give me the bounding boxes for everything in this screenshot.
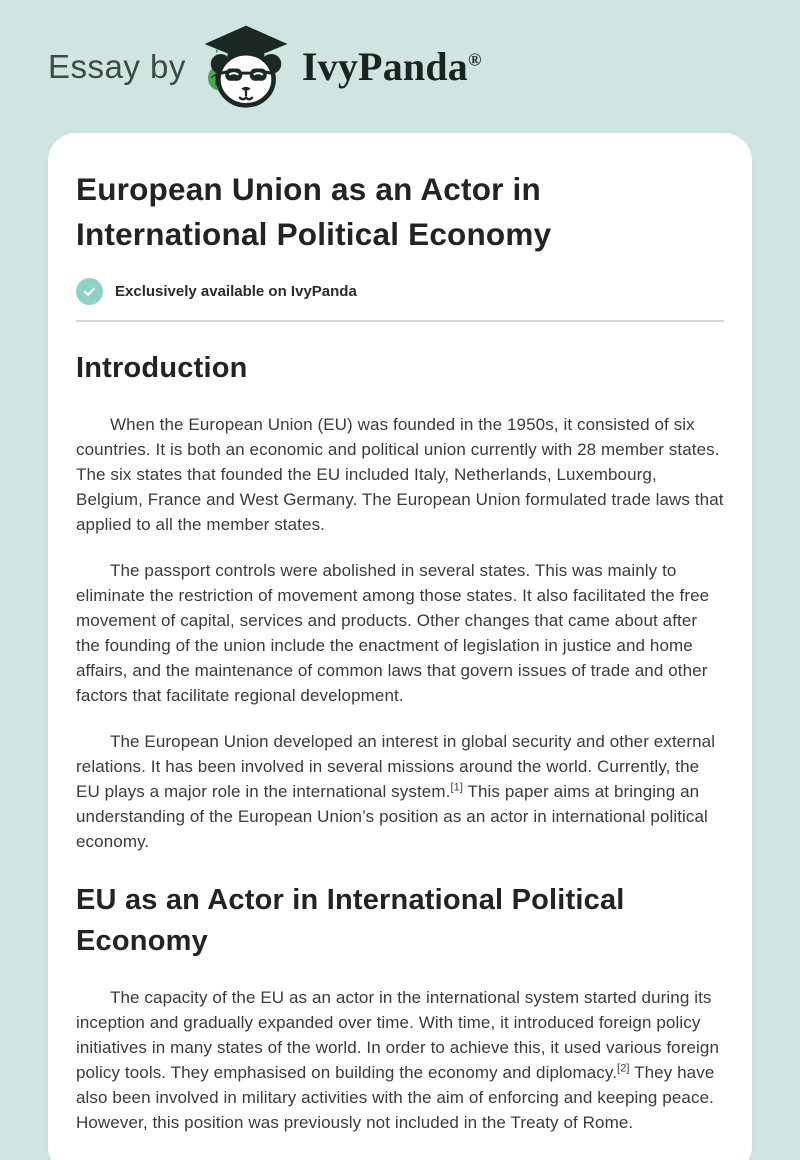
essay-card: European Union as an Actor in Internatio… [48,133,752,1160]
site-header: Essay by [0,0,800,133]
eu-actor-paragraph-1-continued: They have also been involved in military… [76,1063,715,1132]
intro-paragraph-1: When the European Union (EU) was founded… [76,415,724,534]
intro-paragraph-3: The European Union developed an interest… [76,729,724,854]
exclusive-badge-label: Exclusively available on IvyPanda [115,283,357,300]
essay-title: European Union as an Actor in Internatio… [76,171,552,252]
intro-paragraph-2: The passport controls were abolished in … [76,561,710,705]
intro-paragraph-3-continued: This paper aims at bringing an understan… [76,782,708,851]
eu-actor-paragraph-1: The capacity of the EU as an actor in th… [76,985,724,1135]
essay-by-label: Essay by [48,47,186,85]
registered-trademark: ® [467,49,482,70]
introduction-heading: Introduction [76,352,248,384]
eu-actor-paragraph-1-text: The capacity of the EU as an actor in th… [76,988,720,1082]
check-icon [76,278,103,305]
footnote-2-link[interactable]: [2] [617,1062,630,1075]
ivypanda-home-link[interactable]: IvyPanda® [200,21,482,113]
divider [76,320,724,322]
panda-graduate-logo-icon [200,21,292,113]
footnote-1-link[interactable]: [1] [450,781,463,794]
exclusive-badge: Exclusively available on IvyPanda [76,278,724,305]
intro-paragraph-3-text: The European Union developed an interest… [76,732,716,801]
eu-actor-heading: EU as an Actor in International Politica… [76,884,625,957]
brand-wordmark: IvyPanda® [301,44,482,89]
